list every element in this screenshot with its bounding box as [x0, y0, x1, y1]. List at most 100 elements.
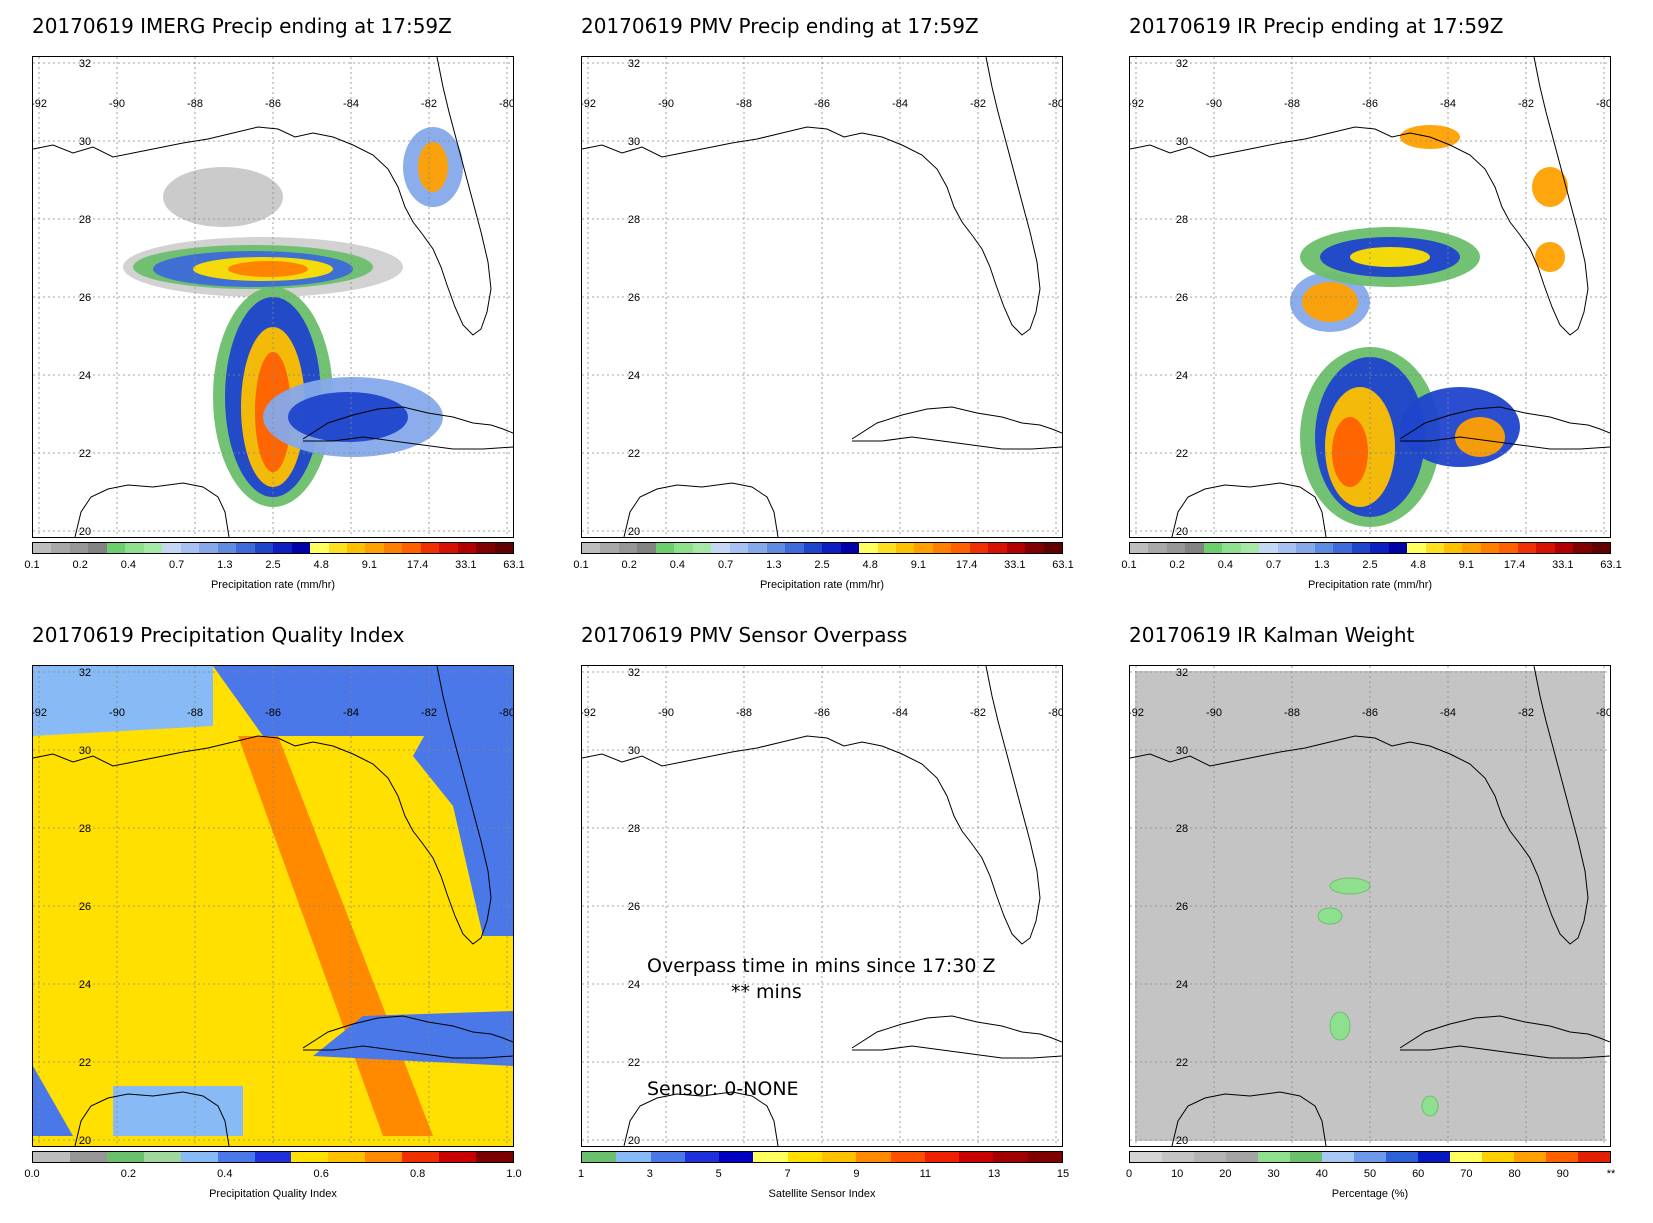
colorbar-tick-label: 30 [1267, 1168, 1280, 1180]
lat-label: 22 [628, 1057, 640, 1069]
panel-title: 20170619 PMV Precip ending at 17:59Z [581, 14, 979, 38]
lat-label: 24 [79, 370, 91, 382]
colorbar-swatch [650, 1152, 685, 1162]
lon-label: -90 [109, 98, 125, 110]
lon-label: -80 [1596, 707, 1610, 719]
colorbar-tick-label: 0.2 [621, 559, 637, 571]
colorbar-tick-label: 9.1 [910, 559, 927, 571]
colorbar-swatch [1443, 543, 1463, 553]
colorbar-swatch [1240, 543, 1260, 553]
colorbar-tick-label: 15 [1056, 1168, 1070, 1180]
colorbar-tick-label: 20 [1219, 1168, 1232, 1180]
colorbar-swatch [1354, 1152, 1386, 1162]
colorbar-swatch [180, 1152, 218, 1162]
colorbar-swatch [125, 543, 144, 553]
colorbar-swatch [1462, 543, 1481, 553]
colorbar-tick-label: 0.4 [217, 1168, 233, 1180]
panel-title: 20170619 PMV Sensor Overpass [581, 623, 908, 647]
colorbar-tick-label: 4.8 [862, 559, 878, 571]
lat-label: 20 [1176, 1135, 1188, 1146]
overpass-time-text: Overpass time in mins since 17:30 Z [647, 955, 996, 977]
colorbar-swatch [637, 543, 656, 553]
colorbar-swatch [106, 543, 126, 553]
lat-label: 32 [79, 667, 91, 679]
colorbar-swatch [346, 543, 366, 553]
panel-pmv-precip: 20170619 PMV Precip ending at 17:59Z -92… [573, 14, 1121, 614]
colorbar-swatch [1194, 1152, 1226, 1162]
colorbar-tick-label: 1.3 [1314, 559, 1330, 571]
colorbar-swatch [914, 543, 933, 553]
lon-label: -84 [1440, 707, 1456, 719]
lat-label: 32 [1176, 667, 1188, 679]
lat-label: 26 [1176, 901, 1188, 913]
colorbar-swatch [199, 543, 218, 553]
colorbar-tick-label: 80 [1508, 1168, 1521, 1180]
colorbar-tick-label: 9 [853, 1168, 860, 1180]
map-canvas: -92 -90 -88 -86 -84 -82 -80 32 30 28 26 24 22 20 [33, 666, 513, 1146]
colorbar-label: Precipitation rate (mm/hr) [1307, 579, 1433, 591]
colorbar-swatch [1258, 1152, 1290, 1162]
lon-label: -88 [1284, 98, 1300, 110]
colorbar-swatch [33, 1152, 70, 1162]
colorbar-tick-label: 9.1 [361, 559, 378, 571]
colorbar-swatch [692, 543, 712, 553]
colorbar-swatch [1517, 543, 1537, 553]
lat-label: 32 [1176, 58, 1188, 70]
colorbar-tick-label: 0.1 [573, 559, 589, 571]
colorbar-swatch [895, 543, 915, 553]
lon-label: -86 [814, 707, 830, 719]
colorbar-swatch [1222, 543, 1241, 553]
colorbar-swatch [291, 543, 311, 553]
lat-label: 30 [1176, 745, 1188, 757]
colorbar-swatch [457, 543, 477, 553]
lat-label: 26 [628, 901, 640, 913]
colorbar-swatch [494, 543, 514, 553]
colorbar-swatch [236, 543, 255, 553]
colorbar-swatch [1148, 543, 1167, 553]
lat-label: 22 [1176, 1057, 1188, 1069]
colorbar-tick-label: 0.4 [120, 559, 137, 571]
colorbar-tick-label: 40 [1315, 1168, 1328, 1180]
colorbar-swatch [1351, 543, 1371, 553]
colorbar-swatch [787, 1152, 822, 1162]
colorbar-tick-label: 0.2 [72, 559, 88, 571]
colorbar-swatch [877, 543, 896, 553]
colorbar-swatch [821, 1152, 857, 1162]
colorbar-swatch [822, 543, 841, 553]
panel-title: 20170619 IR Kalman Weight [1129, 623, 1415, 647]
colorbar-tick-label: 33.1 [455, 559, 477, 571]
lat-label: 28 [628, 214, 640, 226]
colorbar-tick-label: 0.1 [24, 559, 40, 571]
lat-label: 28 [628, 823, 640, 835]
colorbar-swatch [582, 1152, 617, 1162]
colorbar-swatch [951, 543, 970, 553]
colorbar-swatch [328, 1152, 366, 1162]
colorbar-swatch [1185, 543, 1204, 553]
lon-label: -88 [187, 707, 203, 719]
lat-label: 32 [628, 58, 640, 70]
panel-quality-index: 20170619 Precipitation Quality Index -92… [24, 623, 572, 1223]
lon-label: -86 [265, 98, 281, 110]
colorbar-tick-label: 4.8 [313, 559, 329, 571]
colorbar [1129, 1151, 1611, 1163]
colorbar-label: Satellite Sensor Index [768, 1188, 876, 1200]
lon-label: -88 [736, 707, 752, 719]
lon-label: -84 [892, 98, 908, 110]
map-canvas: -92 -90 -88 -86 -84 -82 -80 32 30 28 26 24 22 20 [1130, 666, 1610, 1146]
colorbar-swatch [143, 1152, 181, 1162]
lon-label: -90 [109, 707, 125, 719]
lon-label: -82 [421, 707, 437, 719]
lat-label: 32 [79, 58, 91, 70]
lon-label: -92 [1130, 98, 1144, 110]
lon-label: -88 [736, 98, 752, 110]
panel-ir-precip: 20170619 IR Precip ending at 17:59Z -92-… [1121, 14, 1653, 614]
panel-kalman-weight: 20170619 IR Kalman Weight -92 -90 -88 -86 -8… [1126, 623, 1653, 1223]
colorbar-swatch [582, 543, 601, 553]
lon-label: -84 [343, 98, 359, 110]
colorbar [32, 542, 514, 554]
colorbar-tick-label: 60 [1412, 1168, 1425, 1180]
lon-label: -82 [970, 98, 986, 110]
lon-label: -86 [814, 98, 830, 110]
colorbar-tick-label: 3 [646, 1168, 653, 1180]
overpass-mins-text: ** mins [731, 981, 802, 1003]
